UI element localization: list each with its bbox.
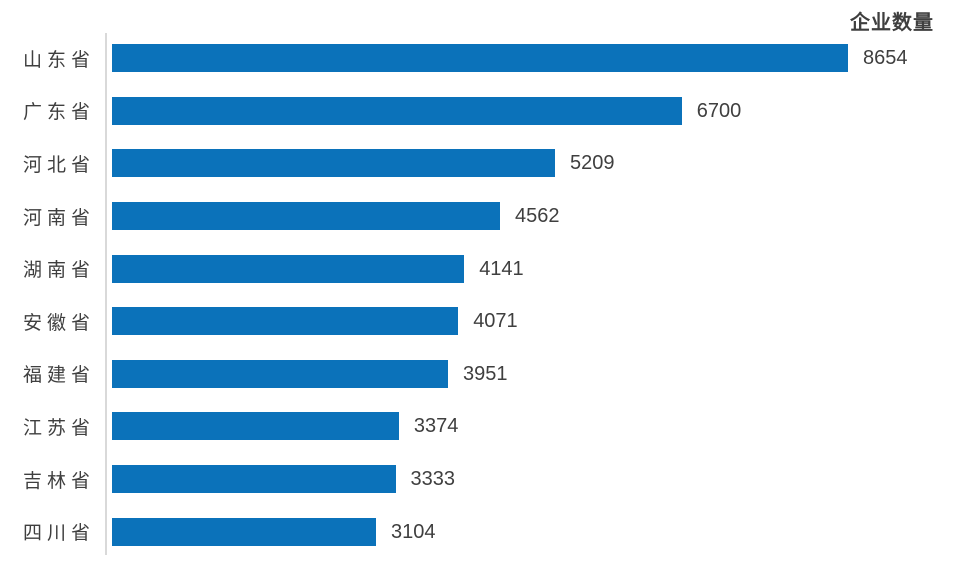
category-label: 吉林省 bbox=[22, 470, 95, 492]
value-label: 8654 bbox=[863, 47, 908, 70]
bar bbox=[112, 465, 396, 494]
value-label: 4071 bbox=[473, 310, 518, 333]
bar-row: 山东省 8654 bbox=[0, 32, 959, 85]
bar-row: 湖南省 4141 bbox=[0, 242, 959, 295]
value-label: 3104 bbox=[391, 520, 436, 543]
bar-track: 8654 bbox=[112, 44, 959, 73]
category-label: 广东省 bbox=[22, 102, 95, 124]
bar-row: 福建省 3951 bbox=[0, 348, 959, 401]
category-label: 河北省 bbox=[22, 154, 95, 176]
bar bbox=[112, 359, 448, 388]
category-label: 四川省 bbox=[22, 523, 95, 545]
bar-track: 5209 bbox=[112, 149, 959, 178]
bar-track: 3374 bbox=[112, 412, 959, 441]
bar bbox=[112, 517, 376, 546]
value-label: 3333 bbox=[410, 468, 456, 491]
value-label: 6700 bbox=[696, 99, 742, 122]
bar-track: 6700 bbox=[112, 96, 959, 125]
bar-rows: 山东省 8654 广东省 6700 河北省 5209 河南省 4562 湖南省 … bbox=[0, 32, 959, 558]
bar bbox=[112, 149, 555, 178]
category-label: 安徽省 bbox=[22, 312, 95, 334]
bar bbox=[112, 96, 682, 125]
category-label: 江苏省 bbox=[22, 417, 95, 439]
bar-track: 4071 bbox=[112, 307, 959, 336]
category-label: 河南省 bbox=[22, 207, 95, 229]
category-label: 湖南省 bbox=[22, 260, 95, 282]
bar-track: 3333 bbox=[112, 465, 959, 494]
bar-row: 河南省 4562 bbox=[0, 190, 959, 243]
value-label: 4562 bbox=[515, 205, 560, 228]
category-label: 福建省 bbox=[22, 365, 95, 387]
chart-title: 企业数量 bbox=[850, 12, 934, 34]
y-axis-line bbox=[105, 33, 107, 555]
category-label: 山东省 bbox=[22, 49, 95, 71]
bar-row: 安徽省 4071 bbox=[0, 295, 959, 348]
bar bbox=[112, 202, 500, 231]
bar-track: 3951 bbox=[112, 359, 959, 388]
bar-row: 四川省 3104 bbox=[0, 505, 959, 558]
value-label: 3951 bbox=[463, 362, 508, 385]
value-label: 4141 bbox=[479, 257, 524, 280]
value-label: 3374 bbox=[413, 415, 459, 438]
bar-row: 吉林省 3333 bbox=[0, 453, 959, 506]
bar bbox=[112, 412, 399, 441]
bar-track: 3104 bbox=[112, 517, 959, 546]
bar-track: 4141 bbox=[112, 254, 959, 283]
bar-row: 江苏省 3374 bbox=[0, 400, 959, 453]
bar-row: 河北省 5209 bbox=[0, 137, 959, 190]
bar-track: 4562 bbox=[112, 202, 959, 231]
bar bbox=[112, 44, 848, 73]
bar bbox=[112, 254, 465, 283]
bar bbox=[112, 307, 459, 336]
value-label: 5209 bbox=[570, 152, 615, 175]
bar-row: 广东省 6700 bbox=[0, 85, 959, 138]
